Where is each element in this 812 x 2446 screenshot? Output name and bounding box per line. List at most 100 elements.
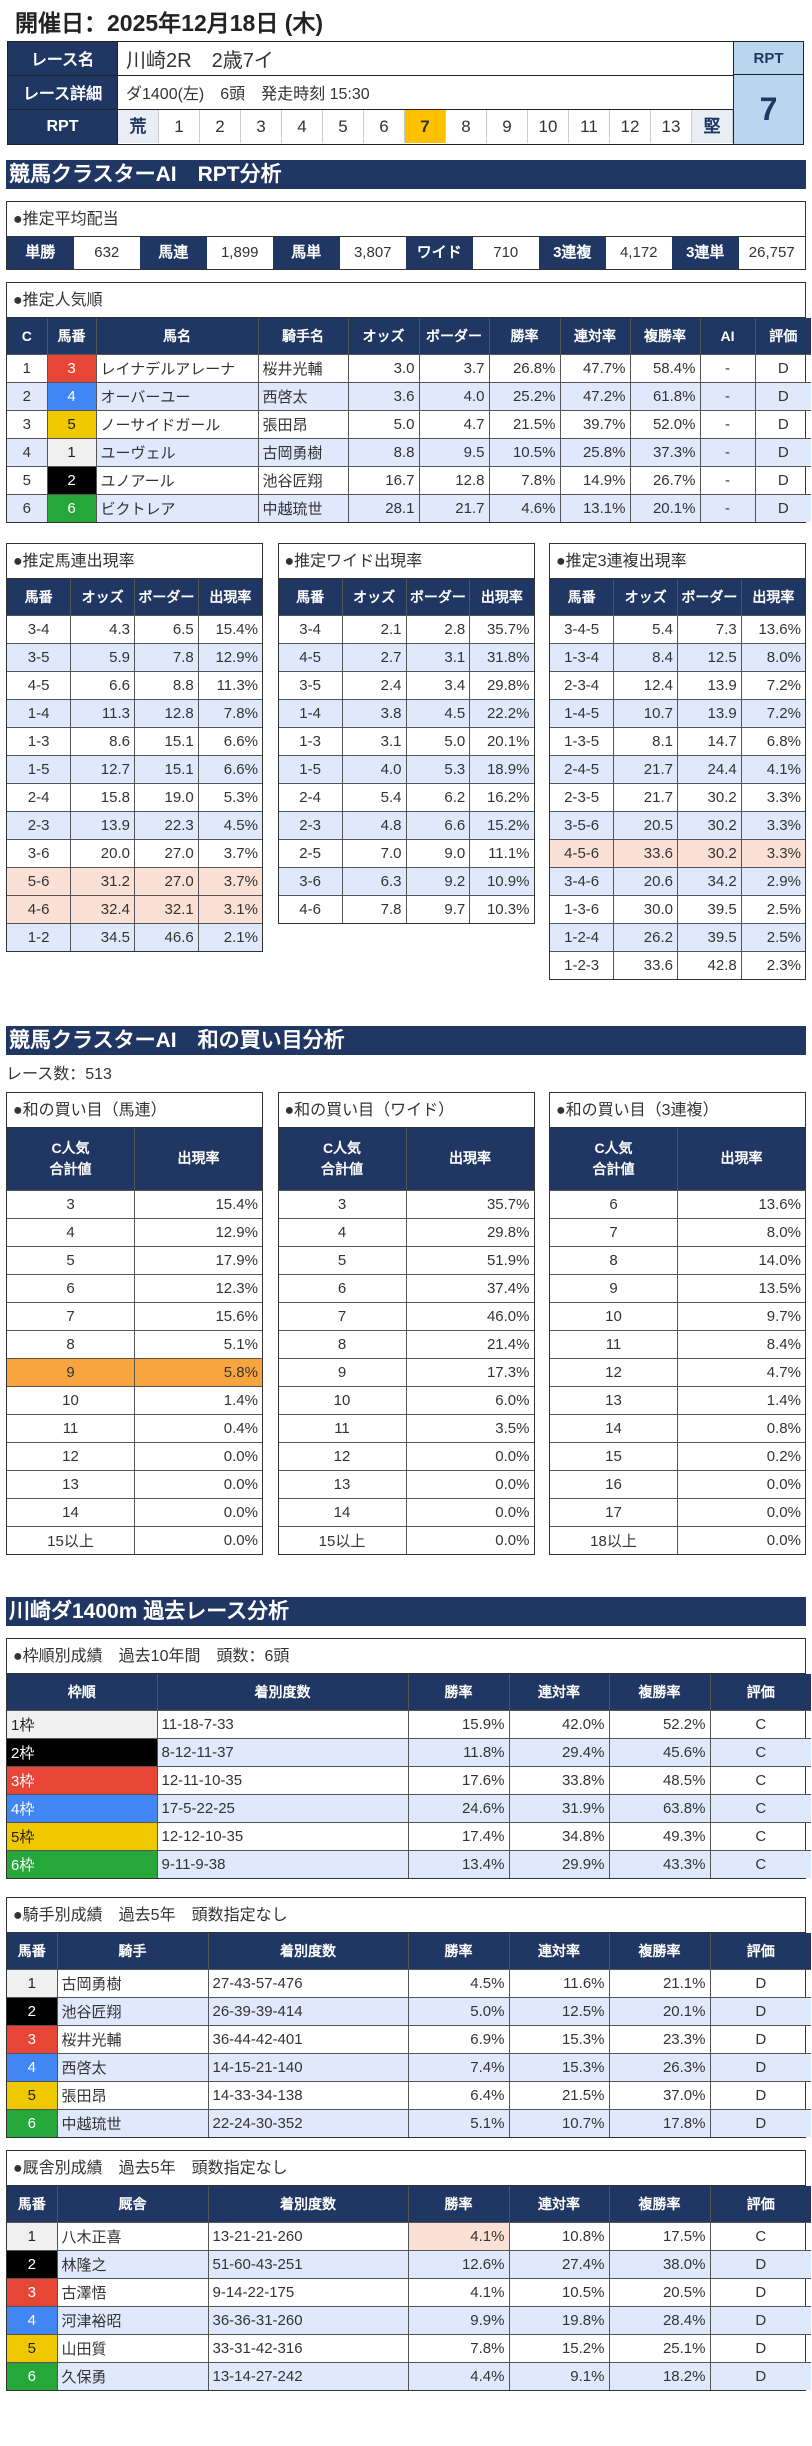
table-row: 4枠 17-5-22-25 24.6% 31.9% 63.8% C [7,1793,811,1822]
table-cell: 4.1% [741,754,805,783]
table-cell: 49.3% [609,1821,711,1850]
table-cell: 16 [550,1469,678,1498]
table-cell: 8 [550,1245,678,1274]
sum-umaren-table: C人気 合計値 出現率 3 15.4% 4 12.9% 5 17.9% 6 12.3% 7 15.6% 8… [7,1128,262,1554]
column-header-text: 騎手 [118,1942,147,1959]
table-cell: 20.0 [70,838,135,867]
column-header: 評価 [710,2186,811,2222]
table-row: 4 1 ユーヴェル 古岡勇樹 8.8 9.5 10.5% 25.8% 37.3% - D [7,437,811,466]
table-cell: 6 [7,2108,58,2137]
table-cell: 10 [7,1385,135,1414]
table-cell: 29.4% [509,1737,610,1766]
table-cell: 26.3% [609,2052,711,2081]
table-cell: 12 [550,1357,678,1386]
section-past-analysis: 川崎ダ1400m 過去レース分析 [6,1597,806,1626]
table-cell: 19.8% [509,2305,610,2334]
table-cell: 12.9% [198,642,262,671]
table-cell: 7.8% [198,698,262,727]
table-cell: 7 [278,1301,407,1330]
column-header: 馬番 [47,318,97,354]
table-cell: 2 [7,1996,58,2025]
table-row: 1-3-6 30.0 39.5 2.5% [550,894,805,923]
table-cell: 15以上 [278,1525,407,1554]
table-cell: - [700,437,756,466]
table-cell: 4.0 [419,381,490,410]
payout-label: 3連複 [539,237,606,269]
table-cell: 5 [7,465,48,494]
column-header-text: 合計値 [592,1160,635,1177]
umaren-table: 馬番 オッズ ボーダー 出現率 3-4 4.3 6.5 15.4% 3-5 5.9 7.8 12.9%… [7,579,262,951]
table-cell: 13.6% [677,1189,805,1218]
table-cell: 6.6 [70,670,135,699]
umaren-box: ●推定馬連出現率 馬番 オッズ ボーダー 出現率 3-4 4.3 6.5 15.4% 3-5 5.9… [6,543,263,952]
section-rpt-analysis: 競馬クラスターAI RPT分析 [6,160,806,189]
table-cell: 20.1% [609,1996,711,2025]
table-cell: 13.6% [741,614,805,643]
table-cell: ユーヴェル [96,437,259,466]
table-cell: 6 [278,1273,407,1302]
table-cell: 30.0 [613,894,678,923]
table-cell: 16.2% [469,782,534,811]
table-row: 17 0.0% [550,1497,805,1526]
column-header: 評価 [755,318,811,354]
rpt-scale-cell: 7 [405,110,446,144]
rpt-label: RPT [7,108,118,146]
column-header-text: 連対率 [538,1942,580,1959]
table-cell: 13 [550,1385,678,1414]
table-cell: 1 [7,1968,58,1997]
table-cell: D [710,2305,811,2334]
table-cell: 11 [7,1413,135,1442]
column-header: 出現率 [134,1128,262,1190]
table-cell: 6.0% [406,1385,534,1414]
table-row: 2-3-4 12.4 13.9 7.2% [550,670,805,699]
table-cell: 15.2% [469,810,534,839]
table-cell: 30.2 [677,810,742,839]
table-row: 10 6.0% [278,1385,534,1414]
table-cell: 6.9% [408,2024,510,2053]
table-cell: 15.1 [134,754,199,783]
table-row: 3 桜井光輔 36-44-42-401 6.9% 15.3% 23.3% D [7,2024,811,2053]
table-cell: C [710,1765,811,1794]
table-cell: 12 [7,1441,135,1470]
table-cell: 12-12-10-35 [157,1821,409,1850]
table-row: 1-2 34.5 46.6 2.1% [7,922,262,951]
table-cell: 6.8% [741,726,805,755]
table-cell: 13.5% [677,1273,805,1302]
table-cell: 19.0 [134,782,199,811]
wide-box: ●推定ワイド出現率 馬番 オッズ ボーダー 出現率 3-4 2.1 2.8 35.7% 4-5 2.… [277,543,535,924]
table-cell: 46.0% [406,1301,534,1330]
table-cell: 1 [7,353,48,382]
column-header: ボーダー [677,579,742,615]
table-cell: 15.4% [198,614,262,643]
table-cell: 12.6% [408,2249,510,2278]
table-cell: 0.0% [134,1497,262,1526]
column-header-text: 出現率 [752,588,795,605]
table-row: 1-3 8.6 15.1 6.6% [7,726,262,755]
table-cell: 4 [278,1217,407,1246]
table-cell: 3枠 [7,1765,158,1794]
table-cell: D [755,493,811,522]
table-row: 14 0.0% [7,1497,262,1526]
table-row: 4-5 2.7 3.1 31.8% [278,642,534,671]
sanrenpuku-title: ●推定3連複出現率 [550,544,805,579]
table-cell: 39.5 [677,922,742,951]
table-cell: 2.7 [342,642,407,671]
rpt-scale-cell: 1 [159,110,200,144]
table-cell: 17.8% [609,2108,711,2137]
column-header-text: 連対率 [538,1683,580,1700]
table-cell: 18以上 [550,1525,678,1554]
table-cell: 0.0% [134,1469,262,1498]
table-cell: 21.7 [419,493,490,522]
payout-label: 単勝 [7,237,74,269]
table-cell: 42.8 [677,950,742,979]
table-row: 1-5 4.0 5.3 18.9% [278,754,534,783]
table-row: 1-5 12.7 15.1 6.6% [7,754,262,783]
column-header-text: 勝率 [510,327,539,344]
table-cell: D [710,2361,811,2390]
race-info: レース名 川崎2R 2歳7イ レース詳細 ダ1400(左) 6頭 発走時刻 15:3… [7,41,804,146]
rpt-scale-cell: 堅 [692,110,733,144]
column-header-text: 着別度数 [280,2195,336,2212]
table-cell: 26-39-39-414 [208,1996,409,2025]
column-header-text: 複勝率 [644,327,686,344]
table-cell: 0.0% [677,1497,805,1526]
